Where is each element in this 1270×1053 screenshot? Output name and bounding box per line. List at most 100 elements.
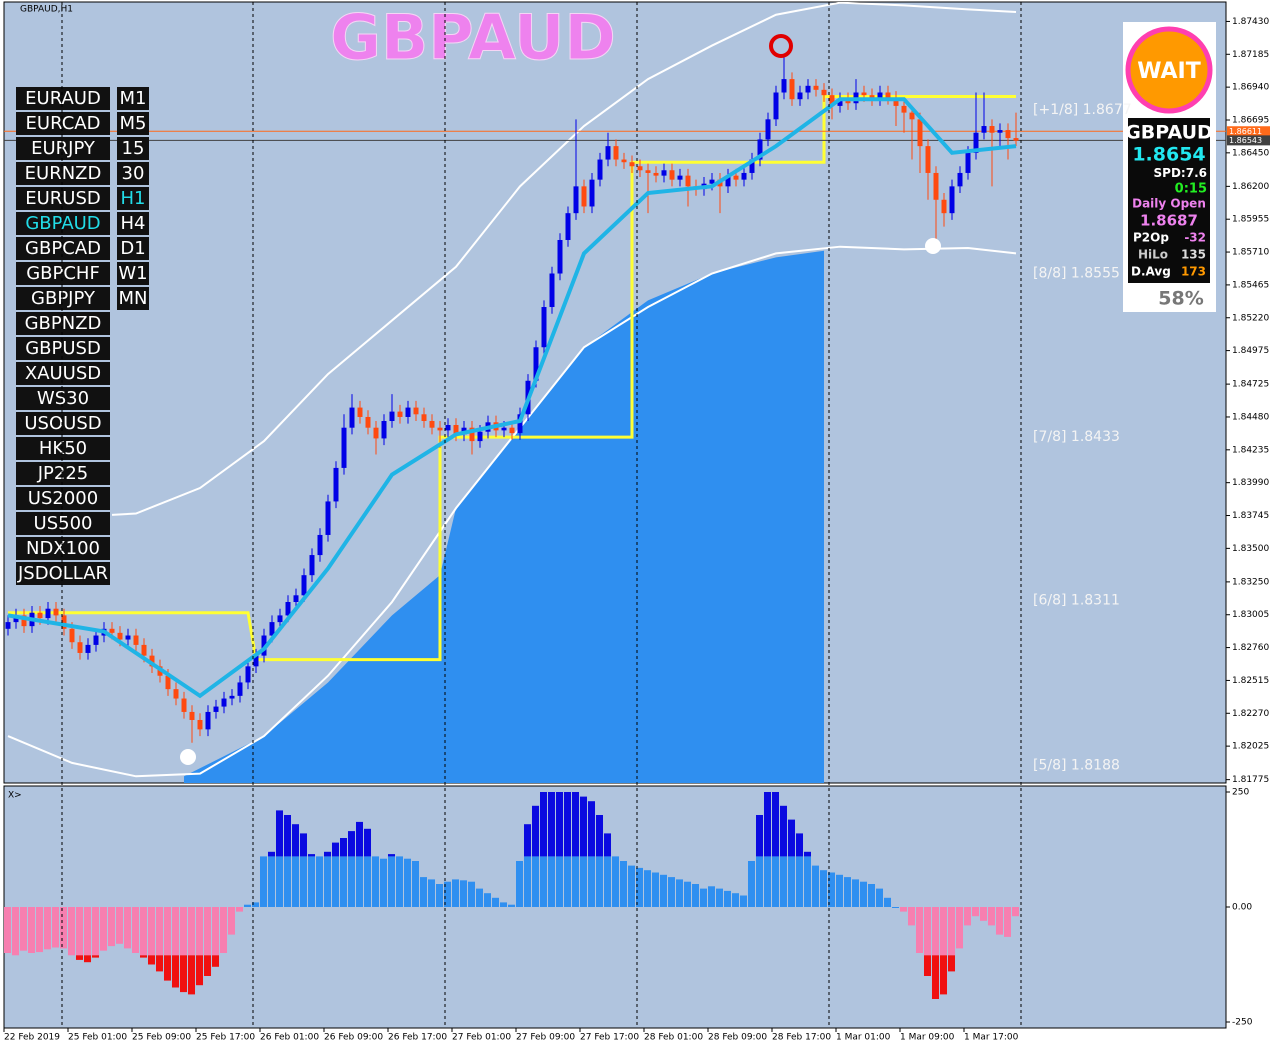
- osc-bar-strong: [948, 955, 955, 972]
- timeframe-button[interactable]: W1: [117, 262, 149, 285]
- osc-bar: [892, 907, 899, 908]
- osc-bar: [260, 856, 267, 907]
- osc-bar: [572, 856, 579, 907]
- symbol-button[interactable]: GBPCAD: [16, 237, 110, 260]
- symbol-button[interactable]: US2000: [16, 487, 110, 510]
- osc-bar: [100, 907, 107, 951]
- candle-body: [781, 79, 787, 93]
- level-label: [+1/8] 1.8677: [1033, 102, 1132, 118]
- timeframe-button[interactable]: D1: [117, 237, 149, 260]
- symbol-label: US2000: [28, 488, 98, 509]
- symbol-button[interactable]: EURJPY: [16, 137, 110, 160]
- y-tick-label: 1.83745: [1232, 511, 1269, 521]
- symbol-button[interactable]: EURUSD: [16, 187, 110, 210]
- osc-bar-strong: [764, 792, 771, 857]
- osc-bar-strong: [388, 854, 395, 857]
- spread-value: 7.6: [1186, 166, 1207, 180]
- osc-bar: [948, 907, 955, 956]
- level-label: [8/8] 1.8555: [1033, 266, 1120, 282]
- candle-body: [893, 97, 899, 106]
- osc-bar-strong: [788, 819, 795, 857]
- candle-body: [885, 92, 891, 98]
- symbol-button[interactable]: GBPUSD: [16, 337, 110, 360]
- osc-bar: [244, 904, 251, 907]
- candle-body: [621, 159, 627, 163]
- osc-bar: [68, 907, 75, 956]
- symbol-button[interactable]: US500: [16, 512, 110, 535]
- button-bg: [16, 487, 110, 510]
- osc-bar: [276, 856, 283, 907]
- osc-bar: [204, 907, 211, 956]
- symbol-button[interactable]: XAUUSD: [16, 362, 110, 385]
- x-tick-label: 1 Mar 09:00: [900, 1033, 955, 1043]
- timeframe-label: MN: [119, 288, 148, 309]
- osc-bar: [476, 888, 483, 907]
- osc-bar-strong: [540, 792, 547, 857]
- osc-bar: [20, 907, 27, 951]
- signal-badge: [1125, 26, 1213, 114]
- osc-bar: [716, 888, 723, 907]
- osc-bar-strong: [212, 955, 219, 967]
- symbol-button[interactable]: EURNZD: [16, 162, 110, 185]
- timeframe-button[interactable]: 15: [117, 137, 149, 160]
- symbol-button[interactable]: EURAUD: [16, 87, 110, 110]
- symbol-label: GBPCAD: [25, 238, 101, 259]
- osc-bar: [44, 907, 51, 950]
- candle-body: [677, 175, 683, 180]
- symbol-button[interactable]: WS30: [16, 387, 110, 410]
- candle-body: [765, 119, 771, 140]
- osc-bar-strong: [604, 833, 611, 857]
- y-tick-label: 0.00: [1232, 903, 1252, 913]
- osc-bar: [620, 861, 627, 907]
- candle-body: [285, 601, 291, 616]
- timeframe-button[interactable]: M5: [117, 112, 149, 135]
- timeframe-button[interactable]: H4: [117, 212, 149, 235]
- symbol-button[interactable]: GBPJPY: [16, 287, 110, 310]
- p2op-label: P2Op: [1133, 231, 1169, 245]
- osc-bar-strong: [340, 838, 347, 857]
- osc-bar: [628, 865, 635, 907]
- candle-body: [413, 407, 419, 415]
- timeframe-button[interactable]: M1: [117, 87, 149, 110]
- candle-body: [933, 172, 939, 200]
- candle-body: [773, 92, 779, 120]
- button-bg: [117, 237, 149, 260]
- level-value: 1.8555: [1071, 266, 1120, 282]
- candle-body: [349, 407, 355, 428]
- osc-bar: [588, 856, 595, 907]
- osc-bar: [460, 880, 467, 907]
- symbol-button[interactable]: JSDOLLAR: [16, 562, 110, 585]
- symbol-list: EURAUD EURCAD EURJPY EURNZD EURUSD GBPAUD GBPC…: [16, 87, 149, 585]
- symbol-button[interactable]: GBPNZD: [16, 312, 110, 335]
- osc-bar: [524, 856, 531, 907]
- timeframe-button[interactable]: 30: [117, 162, 149, 185]
- symbol-button[interactable]: USOUSD: [16, 412, 110, 435]
- price-tag-label: 1.86611: [1229, 127, 1262, 136]
- symbol-button[interactable]: GBPCHF: [16, 262, 110, 285]
- osc-bar-strong: [556, 792, 563, 857]
- symbol-button[interactable]: JP225: [16, 462, 110, 485]
- symbol-button[interactable]: GBPAUD: [16, 212, 110, 235]
- osc-bar: [596, 856, 603, 907]
- symbol-button[interactable]: NDX100: [16, 537, 110, 560]
- x-tick-label: 26 Feb 17:00: [388, 1033, 447, 1043]
- timeframe-button[interactable]: H1: [117, 187, 149, 210]
- osc-bar-strong: [356, 821, 363, 857]
- button-bg: [16, 162, 110, 185]
- candle-body: [261, 635, 267, 656]
- symbol-button[interactable]: HK50: [16, 437, 110, 460]
- osc-bar: [860, 881, 867, 907]
- osc-bar: [332, 856, 339, 907]
- candle-body: [333, 467, 339, 502]
- button-bg: [16, 337, 110, 360]
- osc-bar: [4, 907, 11, 953]
- candle-body: [661, 170, 667, 176]
- timeframe-button[interactable]: MN: [117, 287, 149, 310]
- candle-body: [61, 615, 67, 629]
- button-bg: [117, 212, 149, 235]
- symbol-button[interactable]: EURCAD: [16, 112, 110, 135]
- osc-bar-strong: [324, 851, 331, 857]
- osc-bar-strong: [92, 955, 99, 958]
- symbol-label: EURJPY: [31, 138, 96, 159]
- candle-body: [821, 89, 827, 96]
